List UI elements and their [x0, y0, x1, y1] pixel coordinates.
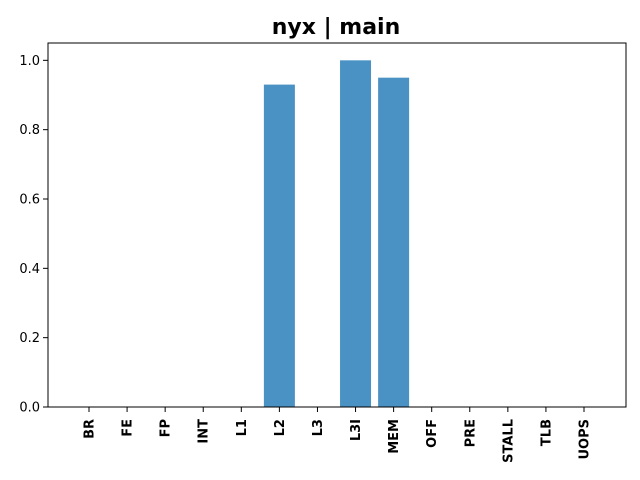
x-tick-label-br: BR — [83, 419, 98, 439]
bar-mem — [378, 77, 410, 408]
y-tick-label: 1.0 — [19, 54, 40, 69]
x-tick-label-l3i: L3I — [349, 419, 364, 441]
x-axis: BR FE FP INT L1 L2 L3 L3I MEM OFF PRE STALL TLB UOPS — [83, 407, 593, 463]
bar-l3i — [340, 60, 372, 407]
plot-frame — [47, 42, 627, 408]
bar-l2 — [263, 84, 295, 407]
x-tick-label-mem: MEM — [387, 419, 402, 454]
x-tick-label-uops: UOPS — [578, 419, 593, 460]
bars-group — [263, 60, 410, 408]
y-tick-label: 0.4 — [19, 262, 40, 277]
y-axis: 0.0 0.2 0.4 0.6 0.8 1.0 — [19, 54, 48, 416]
x-tick-label-tlb: TLB — [539, 419, 554, 446]
y-tick-label: 0.2 — [19, 331, 40, 346]
y-tick-label: 0.6 — [19, 193, 40, 208]
y-tick-label: 0.0 — [19, 401, 40, 416]
x-tick-label-l3: L3 — [311, 419, 326, 436]
x-tick-label-fe: FE — [121, 419, 136, 437]
y-tick-label: 0.8 — [19, 123, 40, 138]
chart-title: nyx | main — [272, 15, 401, 40]
x-tick-label-l1: L1 — [235, 419, 250, 436]
x-tick-label-fp: FP — [159, 419, 174, 437]
x-tick-label-int: INT — [197, 419, 212, 444]
x-tick-label-pre: PRE — [463, 419, 478, 447]
x-tick-label-off: OFF — [425, 419, 440, 448]
x-tick-label-l2: L2 — [273, 419, 288, 436]
x-tick-label-stall: STALL — [501, 419, 516, 463]
